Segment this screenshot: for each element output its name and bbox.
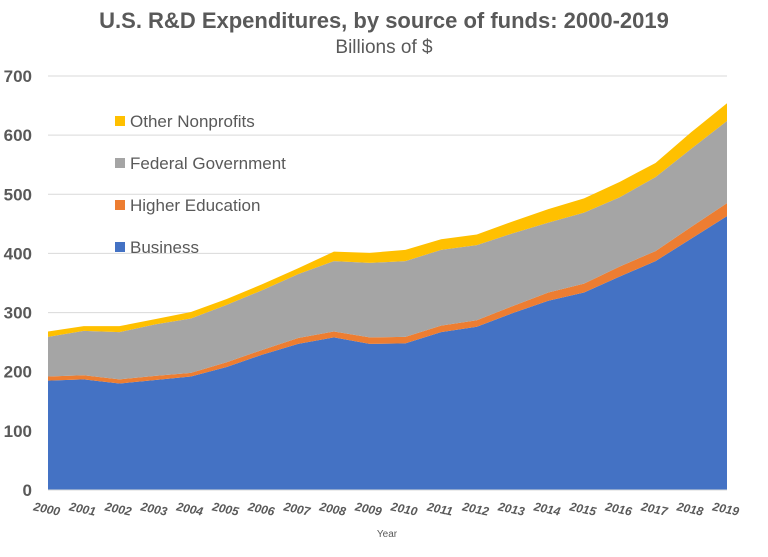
area-federal-government: [48, 120, 727, 380]
x-tick-label: 2004: [174, 499, 204, 519]
legend-label: Higher Education: [130, 196, 260, 215]
y-tick-label: 700: [4, 67, 32, 86]
x-tick-label: 2019: [710, 499, 740, 519]
y-tick-label: 0: [23, 481, 32, 500]
x-tick-label: 2007: [281, 499, 312, 519]
legend-label: Business: [130, 238, 199, 257]
x-tick-label: 2010: [389, 499, 419, 519]
x-tick-label: 2011: [425, 499, 454, 518]
x-tick-label: 2018: [675, 499, 705, 519]
x-tick-label: 2009: [353, 499, 383, 519]
x-tick-label: 2013: [496, 499, 526, 519]
legend-swatch: [115, 158, 125, 168]
legend-swatch: [115, 200, 125, 210]
legend-swatch: [115, 242, 125, 252]
y-tick-label: 600: [4, 126, 32, 145]
x-tick-label: 2000: [31, 499, 61, 519]
chart-subtitle: Billions of $: [335, 37, 433, 58]
x-tick-label: 2006: [246, 499, 276, 519]
x-tick-label: 2002: [103, 499, 133, 519]
area-business: [48, 216, 727, 490]
x-tick-label: 2005: [210, 499, 240, 519]
x-tick-label: 2012: [460, 499, 490, 519]
chart-title: U.S. R&D Expenditures, by source of fund…: [99, 8, 669, 33]
y-tick-label: 300: [4, 304, 32, 323]
x-tick-label: 2014: [532, 499, 562, 519]
x-tick-label: 2017: [639, 499, 670, 519]
legend-swatch: [115, 116, 125, 126]
legend-label: Other Nonprofits: [130, 112, 255, 131]
x-tick-label: 2003: [139, 499, 169, 519]
y-tick-label: 200: [4, 363, 32, 382]
x-axis-label: Year: [377, 529, 398, 540]
legend-label: Federal Government: [130, 154, 286, 173]
y-tick-label: 500: [4, 185, 32, 204]
x-tick-label: 2015: [567, 499, 597, 519]
x-tick-label: 2016: [603, 499, 633, 519]
x-tick-label: 2008: [317, 499, 347, 519]
y-tick-label: 400: [4, 244, 32, 263]
y-tick-label: 100: [4, 422, 32, 441]
x-tick-label: 2001: [67, 499, 97, 519]
